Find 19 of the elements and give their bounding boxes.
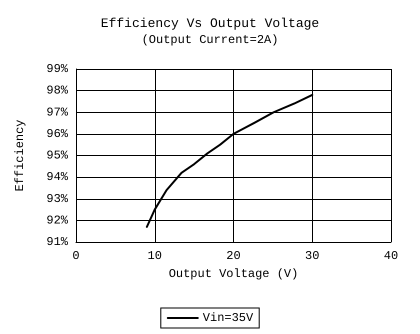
y-tick-label: 94%: [46, 170, 69, 184]
y-tick-label: 95%: [46, 148, 69, 162]
y-tick-label: 92%: [46, 213, 69, 228]
chart-title: Efficiency Vs Output Voltage: [100, 16, 320, 31]
x-tick-label: 30: [305, 249, 320, 263]
y-tick-label: 93%: [46, 192, 69, 206]
x-axis-title: Output Voltage (V): [168, 267, 298, 281]
x-tick-label: 20: [226, 249, 241, 263]
x-tick-label: 40: [384, 249, 398, 263]
x-tick-label: 0: [72, 249, 80, 263]
y-tick-label: 97%: [46, 105, 69, 120]
y-tick-label: 91%: [46, 235, 69, 249]
chart-subtitle: (Output Current=2A): [142, 33, 278, 47]
y-tick-label: 96%: [46, 126, 69, 141]
y-axis-title: Efficiency: [13, 119, 27, 192]
y-tick-label: 98%: [46, 84, 69, 98]
y-tick-label: 99%: [46, 62, 69, 76]
x-tick-label: 10: [148, 249, 162, 263]
legend-label: Vin=35V: [202, 311, 254, 325]
